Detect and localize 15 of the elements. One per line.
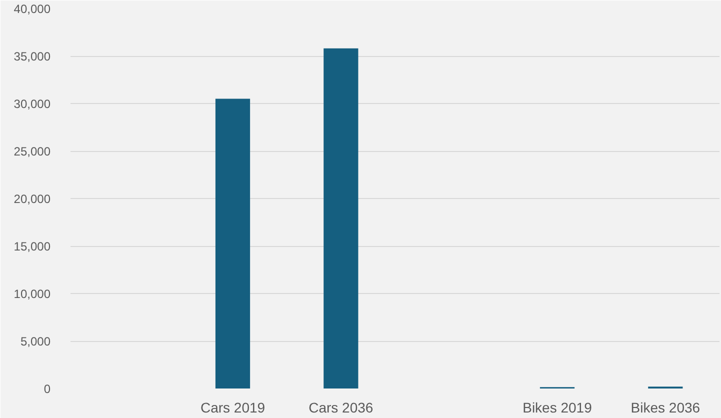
x-tick-label: Bikes 2019 — [522, 400, 592, 416]
x-tick-label: Cars 2019 — [200, 400, 266, 416]
y-tick-label: 35,000 — [14, 50, 51, 64]
y-tick-label: 15,000 — [14, 240, 51, 254]
y-tick-label: 0 — [44, 382, 51, 396]
x-tick-label: Cars 2036 — [308, 400, 374, 416]
bar — [324, 48, 358, 388]
y-tick-label: 30,000 — [14, 97, 51, 111]
y-tick-label: 20,000 — [14, 192, 51, 206]
x-tick-label: Bikes 2036 — [630, 400, 700, 416]
y-tick-label: 40,000 — [14, 2, 51, 16]
y-tick-label: 5,000 — [20, 334, 51, 348]
bar — [215, 98, 250, 388]
y-tick-label: 10,000 — [14, 287, 51, 301]
y-tick-label: 25,000 — [14, 144, 51, 158]
